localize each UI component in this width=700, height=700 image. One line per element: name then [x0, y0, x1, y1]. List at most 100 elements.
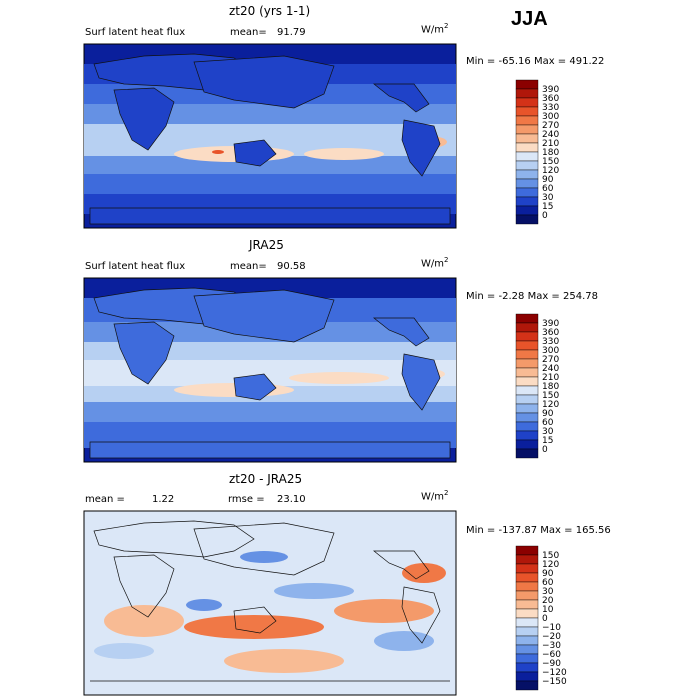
panel3-colorbar-swatch: [515, 644, 539, 655]
panel3-colorbar-swatch: [515, 671, 539, 682]
panel2-colorbar-swatch: [515, 340, 539, 351]
panel2-colorbar-swatch: [515, 349, 539, 360]
season-label: JJA: [511, 8, 548, 30]
panel2-colorbar-tick-label: 360: [542, 328, 559, 338]
panel3-colorbar-swatch: [515, 608, 539, 619]
panel3-colorbar-tick-label: −30: [542, 641, 561, 651]
panel3-colorbar-tick-label: −20: [542, 632, 561, 642]
panel3-colorbar-blocks: [515, 545, 539, 691]
panel3-colorbar-tick-label: 120: [542, 560, 559, 570]
panel1-colorbar-swatch: [515, 142, 539, 153]
panel2-colorbar-tick-label: 90: [542, 409, 554, 419]
panel3-colorbar-tick-label: 150: [542, 551, 559, 561]
panel2-colorbar-tick-label: 240: [542, 364, 559, 374]
panel2-colorbar-tick-label: 180: [542, 382, 559, 392]
panel1-units: W/m2: [421, 22, 449, 36]
panel2-colorbar-tick-label: 210: [542, 373, 559, 383]
panel2-colorbar-swatch: [515, 448, 539, 459]
panel3-mean-value: 1.22: [152, 494, 175, 505]
panel1-colorbar-tick-label: 330: [542, 103, 559, 113]
panel1-colorbar-swatch: [515, 196, 539, 207]
panel1-colorbar-tick-label: 90: [542, 175, 554, 185]
panel1-colorbar-tick-label: 0: [542, 211, 548, 221]
panel3-colorbar-tick-label: 90: [542, 569, 554, 579]
panel3-rmse-label: rmse =: [228, 494, 265, 505]
panel1-colorbar-swatch: [515, 97, 539, 108]
panel1-colorbar-swatch: [515, 133, 539, 144]
panel3-colorbar-swatch: [515, 653, 539, 664]
panel3-colorbar-swatch: [515, 617, 539, 628]
panel2-mean-label: mean=: [230, 261, 267, 272]
panel2-colorbar-swatch: [515, 376, 539, 387]
panel3-mean-label: mean =: [85, 494, 125, 505]
panel2-colorbar-tick-label: 150: [542, 391, 559, 401]
panel1-colorbar-swatch: [515, 169, 539, 180]
panel2-minmax: Min = -2.28 Max = 254.78: [466, 291, 598, 302]
panel1-colorbar-swatch: [515, 214, 539, 225]
panel2-colorbar-swatch: [515, 394, 539, 405]
panel3-colorbar-swatch: [515, 554, 539, 565]
panel3-units: W/m2: [421, 489, 449, 503]
panel3-colorbar-tick-label: −90: [542, 659, 561, 669]
panel2-colorbar-swatch: [515, 421, 539, 432]
panel1-colorbar-tick-label: 360: [542, 94, 559, 104]
panel2-colorbar-swatch: [515, 439, 539, 450]
panel2-colorbar-swatch: [515, 367, 539, 378]
panel1-mean-label: mean=: [230, 27, 267, 38]
panel2-colorbar-tick-label: 300: [542, 346, 559, 356]
panel1-colorbar-tick-label: 180: [542, 148, 559, 158]
panel1-colorbar-tick-label: 30: [542, 193, 554, 203]
panel3-colorbar-swatch: [515, 626, 539, 637]
panel1-colorbar-swatch: [515, 79, 539, 90]
panel1-colorbar-swatch: [515, 151, 539, 162]
panel1-colorbar-tick-label: 390: [542, 85, 559, 95]
panel2-colorbar-tick-label: 330: [542, 337, 559, 347]
panel2-map: [83, 277, 457, 463]
panel1-colorbar-tick-label: 300: [542, 112, 559, 122]
panel3-colorbar-tick-label: 60: [542, 578, 554, 588]
panel2-title: JRA25: [249, 238, 284, 252]
panel3-colorbar-tick-label: 30: [542, 587, 554, 597]
panel1-colorbar-swatch: [515, 187, 539, 198]
panel1-variable-label: Surf latent heat flux: [85, 27, 186, 38]
panel3-colorbar-swatch: [515, 635, 539, 646]
panel3-colorbar-swatch: [515, 545, 539, 556]
panel3-colorbar-tick-label: −150: [542, 677, 567, 687]
panel1-title: zt20 (yrs 1-1): [229, 4, 311, 18]
panel3-colorbar-tick-label: 10: [542, 605, 554, 615]
panel1-colorbar-tick-label: 150: [542, 157, 559, 167]
panel1-colorbar-swatch: [515, 106, 539, 117]
panel3-colorbar-swatch: [515, 563, 539, 574]
panel3-rmse-value: 23.10: [277, 494, 306, 505]
panel1-colorbar-tick-label: 120: [542, 166, 559, 176]
panel1-colorbar-tick-label: 60: [542, 184, 554, 194]
panel3-colorbar-tick-label: −60: [542, 650, 561, 660]
panel1-colorbar-tick-label: 240: [542, 130, 559, 140]
panel2-colorbar-swatch: [515, 430, 539, 441]
panel3-colorbar-tick-label: 20: [542, 596, 554, 606]
panel2-colorbar-swatch: [515, 358, 539, 369]
panel2-colorbar-swatch: [515, 322, 539, 333]
panel1-mean-value: 91.79: [277, 27, 306, 38]
panel2-colorbar-tick-label: 270: [542, 355, 559, 365]
panel2-colorbar-tick-label: 390: [542, 319, 559, 329]
panel2-variable-label: Surf latent heat flux: [85, 261, 186, 272]
panel2-colorbar-tick-label: 120: [542, 400, 559, 410]
panel1-colorbar-swatch: [515, 124, 539, 135]
panel2-colorbar-swatch: [515, 403, 539, 414]
panel3-colorbar-swatch: [515, 680, 539, 691]
panel3-colorbar-swatch: [515, 599, 539, 610]
panel2-colorbar-swatch: [515, 385, 539, 396]
panel3-colorbar-tick-label: −120: [542, 668, 567, 678]
panel2-colorbar-blocks: [515, 313, 539, 459]
panel2-units: W/m2: [421, 256, 449, 270]
panel3-colorbar-swatch: [515, 662, 539, 673]
panel1-colorbar-blocks: [515, 79, 539, 225]
panel3-map: [83, 510, 457, 696]
panel2-colorbar-tick-label: 60: [542, 418, 554, 428]
